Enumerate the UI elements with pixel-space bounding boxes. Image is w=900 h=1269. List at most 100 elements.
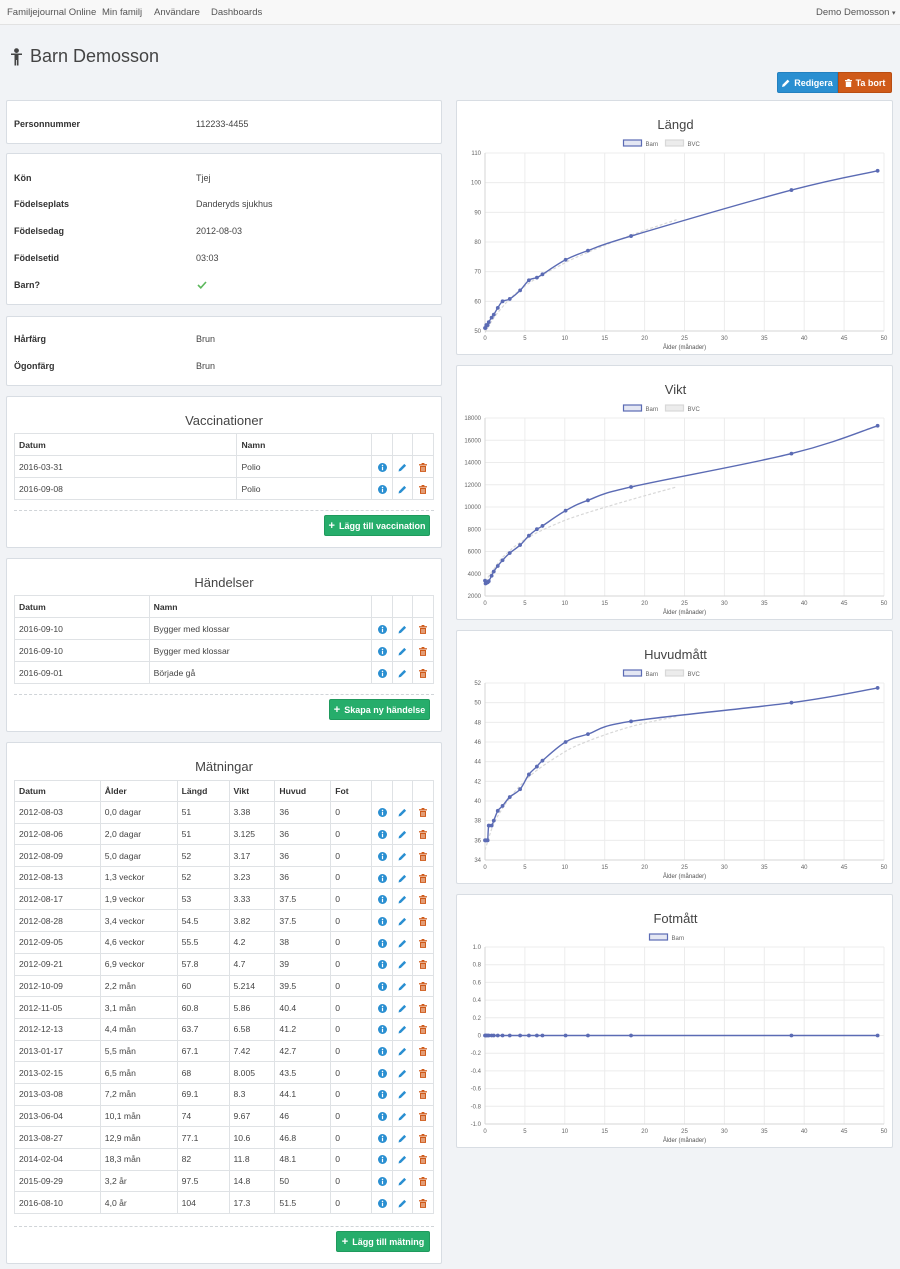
trash-cell[interactable] [412, 1061, 434, 1084]
info-cell[interactable] [371, 1126, 394, 1149]
info-icon[interactable] [377, 1047, 387, 1057]
trash-cell[interactable] [412, 887, 434, 911]
trash-icon[interactable] [419, 484, 427, 494]
trash-cell[interactable] [412, 1104, 434, 1128]
pencil-icon[interactable] [398, 625, 407, 634]
nav-item-anvandare[interactable]: Användare [154, 7, 200, 18]
trash-cell[interactable] [412, 639, 434, 662]
info-icon[interactable] [377, 1177, 387, 1187]
trash-cell[interactable] [412, 931, 434, 954]
info-cell[interactable] [371, 617, 394, 640]
pencil-cell[interactable] [392, 887, 414, 911]
info-cell[interactable] [371, 801, 394, 824]
pencil-icon[interactable] [398, 1025, 407, 1034]
pencil-icon[interactable] [398, 808, 407, 817]
trash-cell[interactable] [412, 617, 434, 640]
pencil-cell[interactable] [392, 866, 414, 889]
pencil-cell[interactable] [392, 1061, 414, 1084]
trash-icon[interactable] [419, 895, 428, 905]
trash-cell[interactable] [412, 801, 434, 824]
info-icon[interactable] [377, 830, 387, 840]
pencil-cell[interactable] [392, 1169, 414, 1193]
info-icon[interactable] [377, 1025, 387, 1035]
trash-cell[interactable] [412, 866, 434, 889]
trash-cell[interactable] [412, 952, 434, 976]
info-icon[interactable] [377, 624, 387, 634]
trash-cell[interactable] [412, 1017, 434, 1041]
trash-icon[interactable] [419, 1198, 428, 1208]
trash-icon[interactable] [419, 1133, 428, 1143]
pencil-cell[interactable] [392, 455, 413, 478]
pencil-cell[interactable] [392, 1148, 414, 1171]
info-cell[interactable] [371, 996, 394, 1019]
trash-icon[interactable] [419, 916, 428, 926]
trash-icon[interactable] [419, 1003, 428, 1013]
info-cell[interactable] [371, 1169, 394, 1193]
delete-button[interactable]: Ta bort [838, 72, 892, 93]
pencil-cell[interactable] [392, 661, 414, 684]
trash-cell[interactable] [412, 477, 434, 500]
info-icon[interactable] [377, 873, 387, 883]
trash-icon[interactable] [419, 830, 428, 840]
info-cell[interactable] [371, 1191, 394, 1215]
pencil-cell[interactable] [392, 617, 414, 640]
trash-cell[interactable] [412, 1082, 434, 1106]
info-icon[interactable] [377, 1133, 387, 1143]
nav-item-dashboards[interactable]: Dashboards [211, 7, 263, 18]
user-menu[interactable]: Demo Demosson ▾ [816, 7, 896, 18]
info-cell[interactable] [371, 909, 394, 933]
pencil-icon[interactable] [398, 830, 407, 839]
trash-cell[interactable] [412, 1169, 434, 1193]
info-cell[interactable] [371, 844, 394, 868]
info-cell[interactable] [371, 1017, 394, 1041]
trash-cell[interactable] [412, 1191, 434, 1215]
pencil-cell[interactable] [392, 822, 414, 846]
info-icon[interactable] [377, 1068, 387, 1078]
brand-link[interactable]: Familjejournal Online [7, 7, 97, 18]
pencil-cell[interactable] [392, 1082, 414, 1106]
trash-icon[interactable] [419, 938, 428, 948]
pencil-icon[interactable] [398, 874, 407, 883]
pencil-icon[interactable] [398, 1047, 407, 1056]
trash-icon[interactable] [419, 873, 428, 883]
trash-icon[interactable] [419, 808, 428, 818]
add-measurement-button[interactable]: + Lägg till mätning [336, 1231, 430, 1252]
pencil-icon[interactable] [398, 485, 407, 494]
pencil-icon[interactable] [398, 1134, 407, 1143]
trash-icon[interactable] [419, 646, 428, 656]
pencil-cell[interactable] [392, 1126, 414, 1149]
pencil-icon[interactable] [398, 852, 407, 861]
info-icon[interactable] [377, 916, 387, 926]
info-icon[interactable] [377, 1003, 387, 1013]
trash-cell[interactable] [412, 844, 434, 868]
pencil-icon[interactable] [398, 647, 407, 656]
trash-icon[interactable] [419, 981, 428, 991]
pencil-cell[interactable] [392, 639, 414, 662]
pencil-cell[interactable] [392, 801, 414, 824]
pencil-icon[interactable] [398, 669, 407, 678]
info-cell[interactable] [371, 639, 394, 662]
pencil-icon[interactable] [398, 1004, 407, 1013]
info-icon[interactable] [377, 484, 387, 494]
info-cell[interactable] [371, 1148, 394, 1171]
trash-cell[interactable] [412, 455, 434, 478]
trash-icon[interactable] [419, 960, 428, 970]
pencil-icon[interactable] [398, 982, 407, 991]
trash-icon[interactable] [419, 851, 428, 861]
trash-cell[interactable] [412, 974, 434, 998]
info-cell[interactable] [371, 952, 394, 976]
pencil-icon[interactable] [398, 1155, 407, 1164]
pencil-cell[interactable] [392, 952, 414, 976]
info-icon[interactable] [377, 1198, 387, 1208]
add-vaccination-button[interactable]: + Lägg till vaccination [324, 515, 430, 536]
info-cell[interactable] [371, 974, 394, 998]
info-icon[interactable] [377, 646, 387, 656]
trash-cell[interactable] [412, 822, 434, 846]
pencil-cell[interactable] [392, 844, 414, 868]
info-cell[interactable] [371, 661, 394, 684]
pencil-icon[interactable] [398, 895, 407, 904]
trash-cell[interactable] [412, 909, 434, 933]
pencil-icon[interactable] [398, 1177, 407, 1186]
trash-icon[interactable] [419, 1155, 428, 1165]
info-cell[interactable] [371, 1039, 394, 1063]
